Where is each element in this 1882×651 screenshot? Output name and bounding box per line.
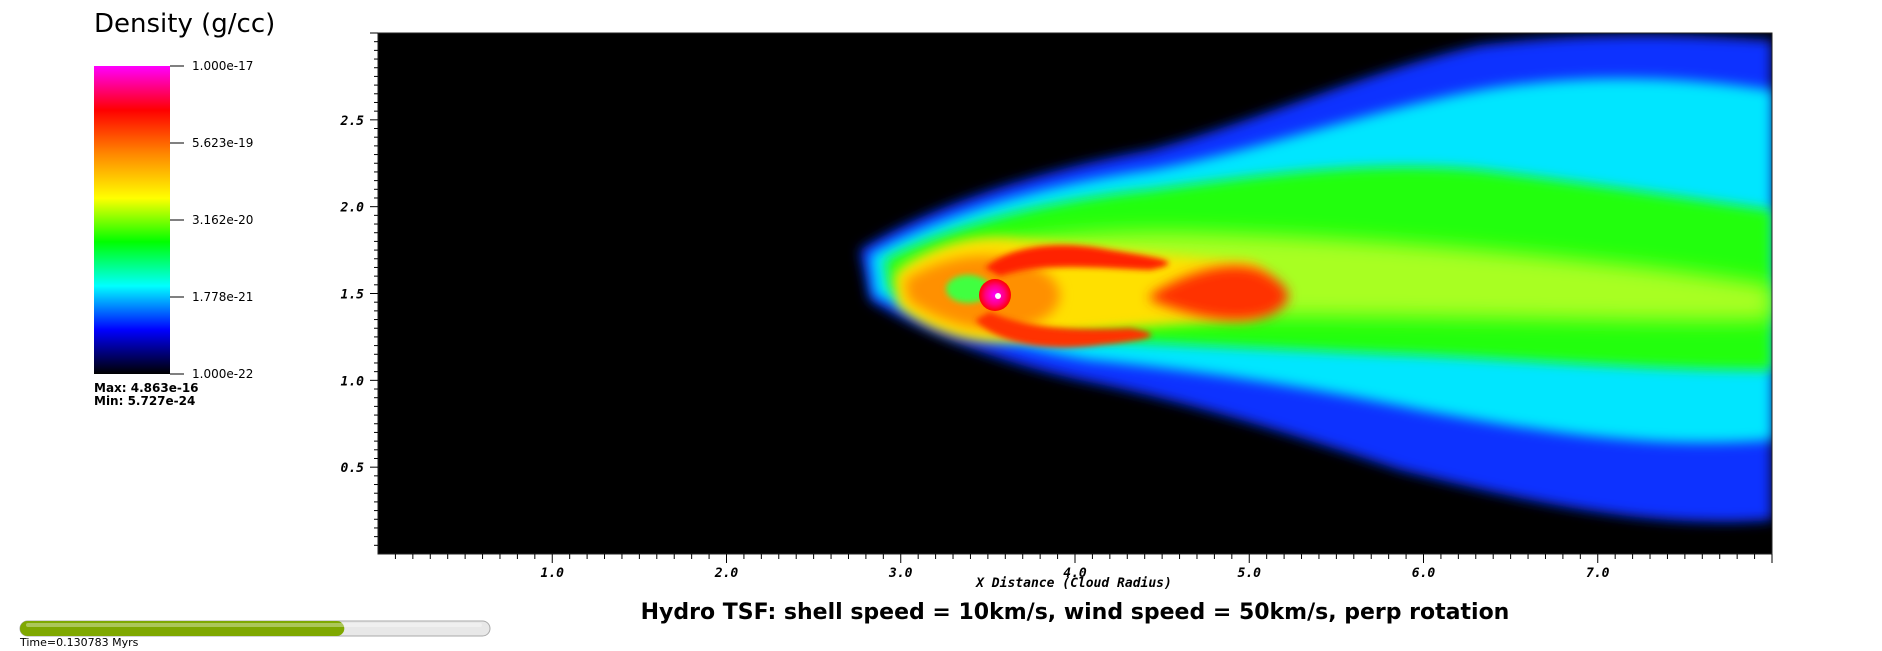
x-axis-label: X Distance (Cloud Radius) [975,576,1172,591]
colorbar-title: Density (g/cc) [94,9,275,39]
field-bowshock-lower [975,312,1152,348]
time-slider-fill [20,621,345,636]
x-tick-label: 5.0 [1238,566,1262,581]
colorbar-tick-label: 1.000e-22 [192,367,253,381]
density-field [860,35,1772,522]
y-tick-label: 0.5 [341,461,365,476]
y-tick-label: 1.0 [341,374,365,389]
time-slider[interactable] [19,620,491,637]
field-secondary-peak [1150,266,1289,320]
time-label: Time=0.130783 Myrs [19,636,139,649]
plot-title: Hydro TSF: shell speed = 10km/s, wind sp… [641,600,1510,625]
colorbar-tick-label: 1.000e-17 [192,59,253,73]
field-green-pocket [946,275,990,303]
x-tick-label: 3.0 [888,566,913,581]
y-tick-label: 2.5 [340,114,365,129]
x-tick-label: 2.0 [714,566,739,581]
x-tick-label: 4.0 [1063,566,1087,581]
max-value-label: Max: 4.863e-16 [94,381,199,395]
x-tick-label: 7.0 [1586,566,1610,581]
x-axis: 1.0 2.0 3.0 4.0 5.0 6.0 7.0 [394,554,1773,581]
colorbar-tick-label: 1.778e-21 [192,290,253,304]
y-axis: 0.5 1.0 1.5 2.0 2.5 [340,32,378,546]
x-tick-label: 6.0 [1412,566,1436,581]
field-clump [979,279,1011,311]
field-clump-core [995,293,1001,299]
min-value-label: Min: 5.727e-24 [94,394,195,408]
x-tick-label: 1.0 [541,566,565,581]
colorbar-tick-label: 3.162e-20 [192,213,253,227]
plot-area: 1.0 2.0 3.0 4.0 5.0 6.0 7.0 0.5 1.0 1.5 2.0 2.5 X … [340,32,1773,591]
y-tick-label: 2.0 [340,201,365,216]
time-slider-highlight [26,623,482,627]
field-bowshock-upper [985,245,1169,276]
colorbar-tick-label: 5.623e-19 [192,136,253,150]
y-tick-label: 1.5 [341,288,365,303]
colorbar-gradient [94,66,170,374]
colorbar: Density (g/cc) 1.000e-17 5.623e-19 3.162e-… [94,9,275,408]
